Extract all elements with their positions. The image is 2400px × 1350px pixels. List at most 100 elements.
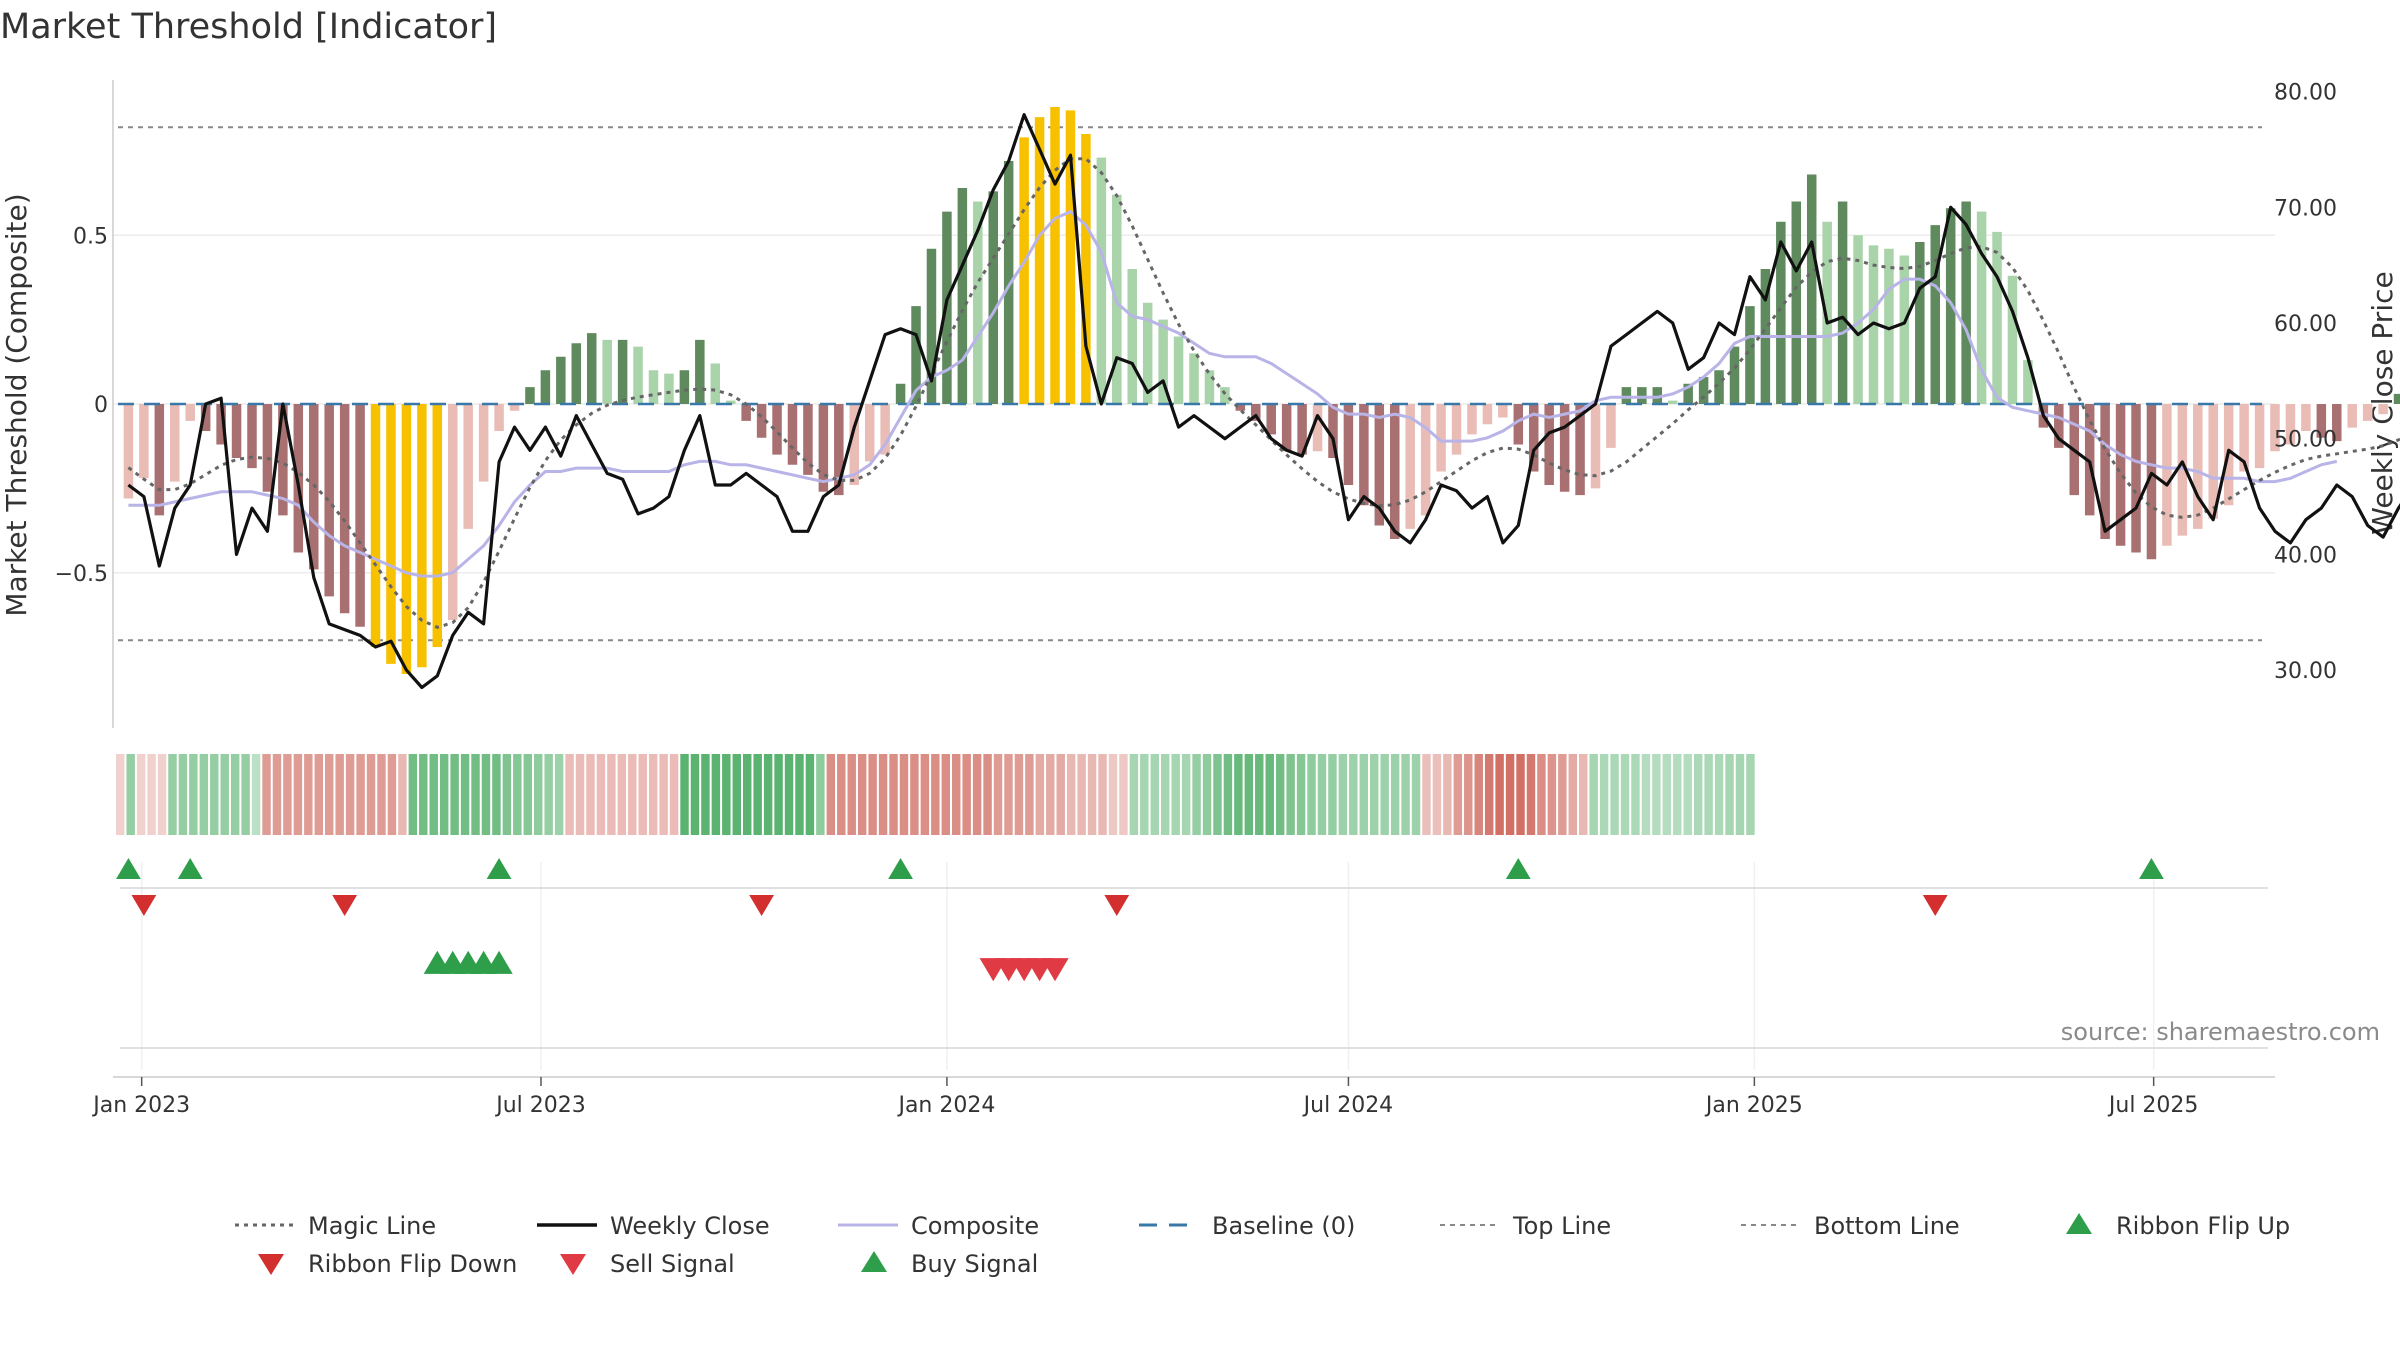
- ribbon-cell: [471, 754, 480, 835]
- composite-bar: [1498, 404, 1508, 418]
- ribbon-cell: [1579, 754, 1588, 835]
- ribbon-cell: [1662, 754, 1672, 835]
- ribbon-cell: [1296, 754, 1306, 835]
- legend-label: Ribbon Flip Up: [2116, 1212, 2290, 1240]
- ribbon-cell: [168, 754, 177, 835]
- legend-item: Buy Signal: [861, 1250, 1038, 1278]
- ribbon-cell: [534, 754, 543, 835]
- legend-item: Ribbon Flip Up: [2066, 1212, 2290, 1240]
- right-tick-label: 30.00: [2274, 659, 2337, 684]
- legend-label: Bottom Line: [1814, 1212, 1960, 1240]
- ribbon-cell: [554, 754, 564, 835]
- chart-title: Market Threshold [Indicator]: [0, 7, 497, 47]
- ribbon-cell: [910, 754, 919, 835]
- ribbon-cell: [1693, 754, 1703, 835]
- composite-bar: [1853, 235, 1863, 404]
- composite-bar: [1528, 404, 1539, 472]
- ribbon-cell: [941, 754, 950, 835]
- ribbon-cell: [147, 754, 156, 835]
- composite-bar: [2347, 404, 2357, 428]
- ribbon-cell: [1652, 754, 1661, 835]
- composite-bar: [1173, 336, 1184, 404]
- composite-bar: [1930, 225, 1941, 404]
- ribbon-cell: [1046, 754, 1055, 835]
- composite-bar: [1822, 221, 1832, 404]
- composite-bar: [1251, 404, 1261, 421]
- composite-bar: [1312, 404, 1323, 452]
- ribbon-cell: [325, 754, 334, 835]
- composite-bar: [648, 370, 659, 404]
- right-tick-label: 80.00: [2274, 81, 2337, 106]
- ribbon-cell: [544, 754, 553, 835]
- ribbon-cell: [241, 754, 250, 835]
- ribbon-cell: [1286, 754, 1295, 835]
- legend-label: Ribbon Flip Down: [308, 1250, 517, 1278]
- ribbon-cell: [847, 754, 856, 835]
- composite-bar: [432, 404, 443, 647]
- composite-bar: [756, 404, 767, 438]
- composite-bar: [1390, 404, 1400, 539]
- series-lines: [118, 113, 2400, 690]
- ribbon-cell: [314, 754, 323, 835]
- composite-bar: [664, 373, 674, 404]
- composite-bar: [1189, 353, 1199, 404]
- composite-bar: [463, 404, 473, 529]
- ribbon-cell: [648, 754, 658, 835]
- composite-bar: [617, 339, 628, 404]
- ribbon-cell: [1474, 754, 1483, 835]
- ribbon-cell: [857, 754, 867, 835]
- left-tick-label: 0.5: [73, 224, 108, 249]
- x-tick-label: Jul 2024: [1302, 1093, 1394, 1118]
- ribbon-cell: [628, 754, 637, 835]
- composite-bar: [1127, 269, 1137, 404]
- ribbon-cell: [795, 754, 804, 835]
- ribbon-cell: [1380, 754, 1389, 835]
- composite-bar: [2254, 404, 2265, 469]
- ribbon-cell: [701, 754, 710, 835]
- ribbon-cell: [1192, 754, 1201, 835]
- composite-bar: [2007, 275, 2018, 404]
- buy-signal-marker: [485, 950, 513, 974]
- ribbon-cell: [1558, 754, 1567, 835]
- composite-bar: [2131, 404, 2141, 553]
- weekly-close-line: [127, 113, 2400, 690]
- composite-bar: [1436, 404, 1446, 472]
- composite-bar: [386, 404, 396, 664]
- ribbon-cell: [1537, 754, 1546, 835]
- source-label: source: sharemaestro.com: [2061, 1018, 2380, 1046]
- ribbon-cell: [136, 754, 146, 835]
- ribbon-cell: [1119, 754, 1128, 835]
- ribbon-cell: [889, 754, 898, 835]
- ribbon-cell: [1714, 754, 1724, 835]
- composite-bar: [1405, 404, 1415, 529]
- left-axis-title: Market Threshold (Composite): [0, 193, 33, 616]
- right-tick-label: 60.00: [2274, 312, 2337, 337]
- ribbon-cell: [816, 754, 825, 835]
- ribbon-cell: [356, 754, 365, 835]
- composite-bar: [957, 188, 968, 404]
- ribbon-cell: [157, 754, 167, 835]
- composite-bar: [1220, 387, 1230, 404]
- composite-bar: [1019, 137, 1029, 404]
- composite-bar: [1065, 110, 1076, 404]
- composite-bar: [447, 404, 458, 620]
- ribbon-cell: [680, 754, 689, 835]
- ribbon-cell: [659, 754, 668, 835]
- right-tick-label: 70.00: [2274, 196, 2337, 221]
- sell-signal-marker: [1041, 958, 1069, 982]
- ribbon-cell: [1328, 754, 1337, 835]
- ribbon-cell: [743, 754, 752, 835]
- ribbon-flip-up-marker: [2139, 858, 2164, 879]
- ribbon-cell: [408, 754, 418, 835]
- composite-bar: [1096, 157, 1107, 404]
- ribbon-cell: [1547, 754, 1557, 835]
- ribbon-cell: [1735, 754, 1745, 835]
- composite-bar: [1837, 201, 1848, 404]
- legend-label: Top Line: [1512, 1212, 1611, 1240]
- composite-bar: [1961, 201, 1971, 404]
- ribbon-cell: [1223, 754, 1233, 835]
- ribbon-cell: [293, 754, 303, 835]
- ribbon-cell: [1140, 754, 1149, 835]
- ribbon-cell: [419, 754, 428, 835]
- ribbon-cell: [711, 754, 721, 835]
